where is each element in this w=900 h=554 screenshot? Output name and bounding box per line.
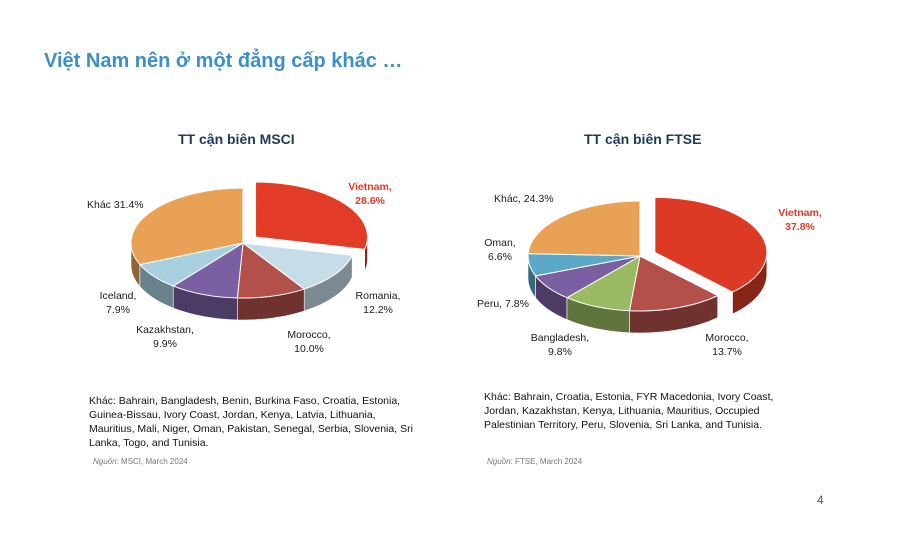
page-number: 4 [817, 493, 824, 507]
ftse-pie-tops [527, 196, 768, 312]
msci-label-iceland: Iceland, 7.9% [100, 290, 137, 316]
ftse-label-morocco: Morocco, 13.7% [705, 332, 748, 358]
ftse-source-prefix: Nguồn [487, 457, 511, 466]
msci-source: Nguồn: MSCI, March 2024 [93, 457, 188, 466]
msci-label-kazakhstan: Kazakhstan, 9.9% [136, 324, 194, 350]
msci-pie-tops [130, 181, 369, 299]
ftse-label-bangladesh: Bangladesh, 9.8% [531, 332, 589, 358]
ftse-label-oman: Oman, 6.6% [484, 237, 516, 263]
msci-label-morocco: Morocco, 10.0% [287, 329, 330, 355]
ftse-pie-labels: Vietnam, 37.8% Morocco, 13.7% Bangladesh, 9.8… [477, 193, 822, 358]
ftse-label-peru: Peru, 7.8% [477, 298, 529, 310]
ftse-label-vietnam: Vietnam, 37.8% [778, 207, 822, 233]
msci-slice-vietnam [255, 181, 369, 250]
ftse-source: Nguồn: FTSE, March 2024 [487, 457, 582, 466]
msci-slice-romania [241, 242, 353, 290]
ftse-chart-title: TT cận biên FTSE [584, 131, 702, 147]
msci-pie-sides [130, 237, 368, 321]
msci-label-romania: Romania, 12.2% [356, 290, 401, 316]
msci-label-khác: Khác 31.4% [87, 199, 144, 211]
ftse-slice-vietnam [654, 196, 768, 293]
msci-footnote: Khác: Bahrain, Bangladesh, Benin, Burkin… [89, 395, 413, 449]
ftse-footnote: Khác: Bahrain, Croatia, Estonia, FYR Mac… [484, 391, 774, 431]
msci-label-vietnam: Vietnam, 28.6% [348, 181, 392, 207]
msci-slice-khác [130, 187, 244, 266]
ftse-slice-morocco [628, 255, 719, 312]
ftse-pie-sides [527, 252, 768, 334]
ftse-slice-khác [527, 200, 641, 257]
msci-source-text: : MSCI, March 2024 [116, 457, 188, 466]
msci-chart-title: TT cận biên MSCI [178, 131, 295, 147]
ftse-label-khác: Khác, 24.3% [494, 193, 554, 205]
slide-title: Việt Nam nên ở một đẳng cấp khác … [44, 50, 403, 72]
ftse-source-text: : FTSE, March 2024 [510, 457, 583, 466]
msci-source-prefix: Nguồn [93, 457, 117, 466]
msci-pie-labels: Vietnam, 28.6% Romania, 12.2% Morocco, 10.0% K… [87, 181, 400, 355]
